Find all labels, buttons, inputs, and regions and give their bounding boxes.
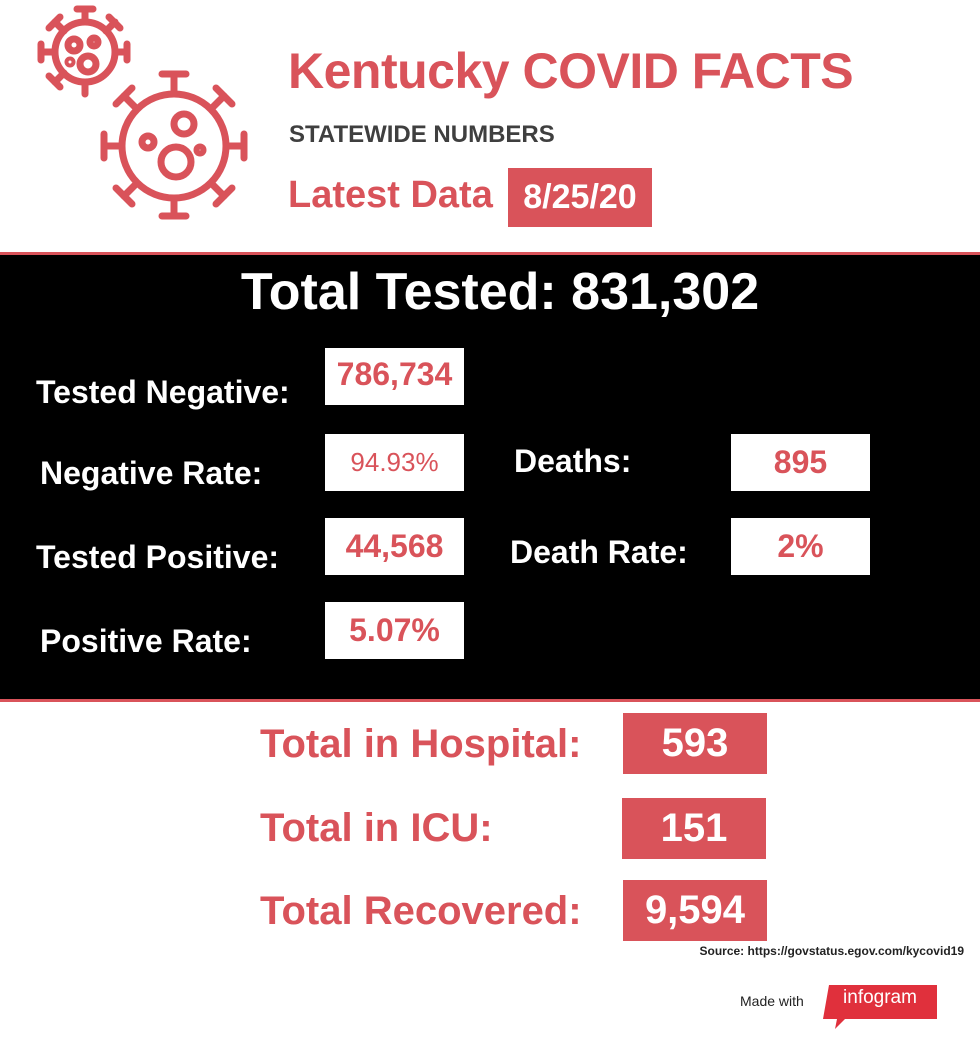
death-rate-label: Death Rate: — [510, 534, 688, 570]
tested-negative-value: 786,734 — [325, 348, 464, 405]
infogram-brand-text[interactable]: infogram — [843, 987, 917, 1008]
total-icu-value: 151 — [622, 798, 766, 859]
source-note: Source: https://govstatus.egov.com/kycov… — [699, 944, 964, 958]
latest-data-label: Latest Data — [288, 174, 493, 216]
total-recovered-label: Total Recovered: — [260, 889, 582, 933]
positive-rate-label: Positive Rate: — [40, 623, 252, 659]
negative-rate-label: Negative Rate: — [40, 455, 263, 491]
page-subtitle: STATEWIDE NUMBERS — [289, 121, 555, 148]
page-title: Kentucky COVID FACTS — [288, 43, 854, 99]
total-hospital-label: Total in Hospital: — [260, 722, 582, 766]
positive-rate-value: 5.07% — [325, 602, 464, 659]
tested-negative-label: Tested Negative: — [36, 374, 290, 410]
total-tested-heading: Total Tested: 831,302 — [240, 263, 760, 321]
tested-positive-label: Tested Positive: — [36, 539, 280, 575]
total-icu-label: Total in ICU: — [260, 806, 493, 850]
deaths-value: 895 — [731, 434, 870, 491]
negative-rate-value: 94.93% — [325, 434, 464, 491]
infogram-logo-badge[interactable] — [823, 985, 937, 1029]
death-rate-value: 2% — [731, 518, 870, 575]
total-hospital-value: 593 — [623, 713, 767, 774]
total-recovered-value: 9,594 — [623, 880, 767, 941]
deaths-label: Deaths: — [514, 443, 632, 479]
made-with-label[interactable]: Made with — [740, 993, 804, 1009]
latest-date-badge: 8/25/20 — [508, 168, 652, 227]
virus-icon — [37, 5, 248, 220]
tested-positive-value: 44,568 — [325, 518, 464, 575]
